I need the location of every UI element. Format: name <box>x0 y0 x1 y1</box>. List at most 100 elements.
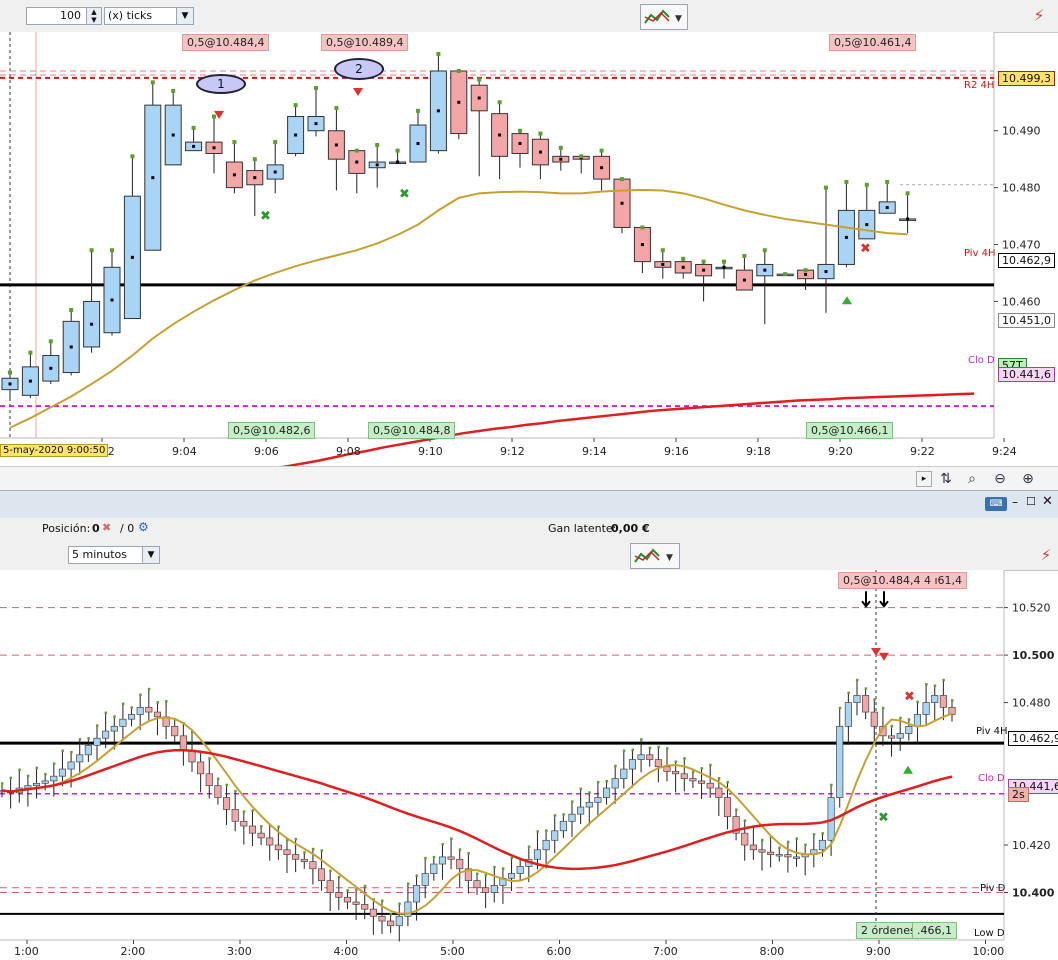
sell-arrow-icon <box>353 88 363 97</box>
candle-high-dot <box>838 706 842 710</box>
candle-high-dot <box>251 809 254 812</box>
candle-high-dot <box>18 768 21 772</box>
candle-body <box>767 851 775 855</box>
settings-icon[interactable]: ⚡ <box>1040 546 1052 564</box>
candle-high-dot <box>660 248 665 253</box>
marker-2[interactable]: 2 <box>334 58 384 80</box>
candle-body <box>844 702 852 727</box>
zoom-fit-icon[interactable]: ⌕ <box>968 471 976 487</box>
order-tag[interactable]: 0,5@10.466,1 <box>806 422 894 439</box>
candle-high-dot <box>571 800 574 803</box>
gear-icon[interactable]: ⚙ <box>138 520 149 534</box>
candle-mid-dot <box>192 144 196 148</box>
order-tag[interactable]: 0,5@10.484,4 <box>182 34 270 51</box>
candle-high-dot <box>640 738 643 741</box>
candle-high-dot <box>666 747 669 750</box>
candle-body <box>32 782 41 787</box>
candle-high-dot <box>579 154 584 159</box>
candle-mid-dot <box>702 268 706 272</box>
candle-body <box>784 854 792 858</box>
sell-arrow-icon <box>214 110 224 119</box>
candle-mid-dot <box>294 133 298 137</box>
candle-body <box>568 813 576 822</box>
order-tag[interactable]: 0,5@10.484,4 4 ı61,4 <box>838 572 968 589</box>
candle-high-dot <box>381 899 384 903</box>
top-chart[interactable]: ✖✖✖10.46010.47010.48010.4909:029:049:069… <box>0 32 1058 466</box>
candle-high-dot <box>933 684 937 687</box>
candle-high-dot <box>35 766 39 770</box>
exit-x-icon: ✖ <box>878 811 889 826</box>
svg-text:▼: ▼ <box>666 553 673 563</box>
indicator-button[interactable]: ▼ <box>630 543 680 569</box>
candle-high-dot <box>674 760 678 763</box>
scroll-right-button[interactable]: ▸ <box>916 471 932 487</box>
order-tag[interactable]: 0,5@10.489,4 <box>321 34 409 51</box>
position-value: 0 <box>92 522 100 535</box>
candle-high-dot <box>899 716 902 720</box>
piv-line-label: Piv 4H <box>964 248 996 259</box>
marker-1[interactable]: 1 <box>196 74 246 94</box>
maximize-icon[interactable]: ☐ <box>1026 495 1036 508</box>
candle-high-dot <box>476 872 479 876</box>
candle-body <box>611 778 619 789</box>
candle-high-dot <box>375 142 380 147</box>
candle-high-dot <box>553 814 557 817</box>
candle-mid-dot <box>844 235 848 239</box>
candle-high-dot <box>48 339 53 344</box>
quantity-spinner[interactable]: ▲ ▼ <box>86 8 101 24</box>
interval-select[interactable]: 5 minutos ▼ <box>68 546 160 564</box>
candle-high-dot <box>363 884 367 888</box>
candle-high-dot <box>450 837 453 840</box>
bottom-chart[interactable]: ✖ ✖ 10.400 10.420 10.480 10.500 10.520 1:00 2:00… <box>0 570 1058 960</box>
candle-body <box>577 806 585 815</box>
candle-high-dot <box>864 687 868 690</box>
candle-mid-dot <box>681 265 685 269</box>
candle-mid-dot <box>396 160 400 164</box>
chevron-down-icon[interactable]: ▼ <box>142 547 159 563</box>
zoom-out-icon[interactable]: ⊖ <box>994 471 1006 487</box>
candle-body <box>438 856 447 865</box>
candle-high-dot <box>885 179 890 184</box>
candle-body <box>153 711 162 718</box>
candle-high-dot <box>510 856 514 860</box>
candle-high-dot <box>484 873 488 877</box>
close-icon[interactable]: ✕ <box>1042 494 1053 509</box>
r2-price-box: 10.499,3 <box>998 71 1055 86</box>
lowd-line-label: Low D <box>974 928 1005 939</box>
minimize-icon[interactable]: – <box>1012 495 1018 509</box>
chart-type-select[interactable]: (x) ticks ▼ <box>104 7 194 25</box>
candle-high-dot <box>69 307 74 312</box>
indicator-button[interactable]: ▼ <box>640 4 688 30</box>
candle-high-dot <box>334 105 339 110</box>
order-tag[interactable]: .466,1 <box>912 922 957 939</box>
settings-icon[interactable]: ⚡ <box>1033 6 1045 25</box>
candle-high-dot <box>389 912 393 916</box>
order-tag[interactable]: 0,5@10.461,4 <box>829 34 917 51</box>
close-position-icon[interactable]: ✖ <box>102 521 112 534</box>
down-arrow-icon <box>879 591 889 608</box>
candle-body <box>412 885 421 903</box>
panel-separator[interactable]: ⌨ – ☐ ✕ <box>0 490 1058 520</box>
candle-body <box>594 797 602 803</box>
candle-high-dot <box>1 782 4 785</box>
candle-high-dot <box>311 847 315 851</box>
candle-body <box>136 706 144 715</box>
candle-body <box>628 759 637 770</box>
autoscale-icon[interactable]: ⇅ <box>940 471 952 487</box>
candle-body <box>58 768 67 777</box>
quantity-input[interactable]: 100 ▲ ▼ <box>26 7 102 25</box>
candle-mid-dot <box>355 160 359 164</box>
candle-high-dot <box>52 762 56 765</box>
order-tag[interactable]: 2 órdenes <box>856 922 921 939</box>
candle-body <box>274 844 282 851</box>
order-tag[interactable]: 0,5@10.484,8 <box>368 422 456 439</box>
zoom-in-icon[interactable]: ⊕ <box>1022 471 1034 487</box>
keyboard-icon[interactable]: ⌨ <box>985 497 1007 511</box>
candle-body <box>102 730 110 739</box>
order-tag[interactable]: 0,5@10.482,6 <box>228 422 316 439</box>
candle-body <box>637 754 645 760</box>
candle-high-dot <box>456 68 461 73</box>
candle-high-dot <box>588 791 591 794</box>
candle-body <box>723 797 732 817</box>
chevron-down-icon[interactable]: ▼ <box>176 8 193 24</box>
